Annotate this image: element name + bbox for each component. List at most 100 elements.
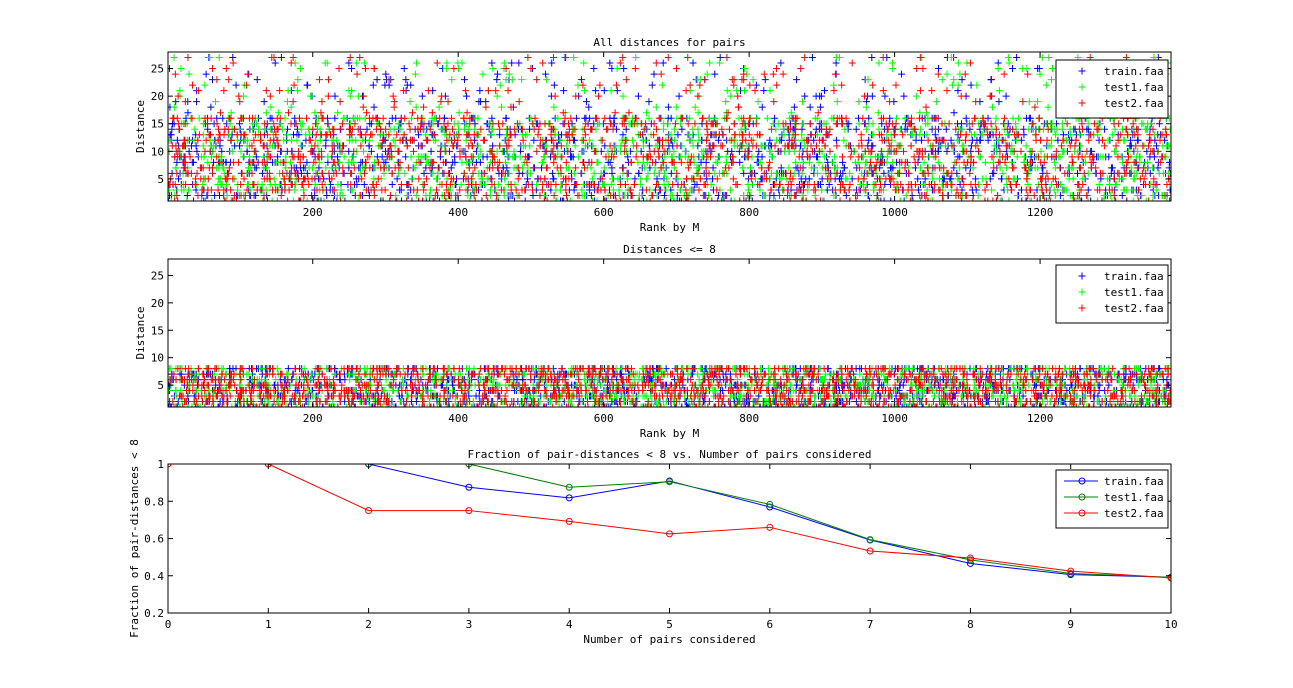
scatter-point [589, 142, 597, 150]
scatter-point [504, 87, 512, 95]
scatter-point [645, 98, 653, 106]
scatter-point [994, 65, 1002, 73]
scatter-point [869, 81, 877, 89]
scatter-point [338, 147, 346, 155]
scatter-point [1142, 403, 1150, 407]
scatter-point [191, 125, 199, 133]
scatter-point [1131, 131, 1139, 139]
scatter-point [607, 403, 615, 407]
scatter-point [881, 92, 889, 100]
scatter-point [895, 186, 903, 194]
scatter-point [958, 175, 966, 183]
scatter-point [245, 153, 253, 161]
scatter-point [173, 403, 181, 407]
scatter-point [549, 175, 557, 183]
scatter-point [769, 153, 777, 161]
scatter-point [775, 147, 783, 155]
scatter-point [721, 403, 729, 407]
scatter-point [924, 197, 932, 201]
scatter-point [1039, 191, 1047, 199]
scatter-point [187, 142, 195, 150]
scatter-point [221, 125, 229, 133]
scatter-point [630, 180, 638, 188]
scatter-point [578, 186, 586, 194]
scatter-point [738, 76, 746, 84]
scatter-point [1110, 175, 1118, 183]
scatter-point [560, 197, 568, 201]
scatter-point [1028, 147, 1036, 155]
scatter-point [908, 131, 916, 139]
scatter-point [916, 147, 924, 155]
scatter-point [798, 197, 806, 201]
scatter-point [593, 114, 601, 122]
scatter-point [207, 103, 215, 111]
scatter-point [653, 175, 661, 183]
scatter-point [920, 158, 928, 166]
scatter-point [1159, 142, 1167, 150]
scatter-point [918, 153, 926, 161]
scatter-point [395, 164, 403, 172]
scatter-point [226, 114, 234, 122]
scatter-point [682, 87, 690, 95]
scatter-point [986, 92, 994, 100]
scatter-point [731, 197, 739, 201]
scatter-point [602, 153, 610, 161]
scatter-point [931, 164, 939, 172]
scatter-point [674, 175, 682, 183]
scatter-point [1000, 120, 1008, 128]
scatter-point [868, 147, 876, 155]
scatter-point [1063, 186, 1071, 194]
scatter-point [988, 153, 996, 161]
scatter-point [741, 147, 749, 155]
scatter-point [364, 153, 372, 161]
scatter-point [672, 103, 680, 111]
scatter-point [324, 120, 332, 128]
scatter-point [914, 175, 922, 183]
scatter-point [337, 186, 345, 194]
scatter-point [767, 186, 775, 194]
scatter-point [198, 153, 206, 161]
scatter-point [195, 131, 203, 139]
scatter-point [248, 169, 256, 177]
scatter-point [694, 169, 702, 177]
scatter-point [1042, 175, 1050, 183]
scatter-point [793, 76, 801, 84]
scatter-point [916, 114, 924, 122]
scatter-point [382, 70, 390, 78]
scatter-point [303, 169, 311, 177]
scatter-point [455, 131, 463, 139]
legend-entry-label: test2.faa [1104, 97, 1164, 110]
scatter-point [968, 186, 976, 194]
scatter-point [1085, 136, 1093, 144]
scatter-point [189, 81, 197, 89]
scatter-point [1043, 153, 1051, 161]
scatter-point [1111, 125, 1119, 133]
scatter-point [1025, 98, 1033, 106]
scatter-point [642, 186, 650, 194]
scatter-point [846, 197, 854, 201]
scatter-point [320, 197, 328, 201]
scatter-point [546, 120, 554, 128]
scatter-point [758, 153, 766, 161]
scatter-point [234, 186, 242, 194]
scatter-point [919, 180, 927, 188]
scatter-point [697, 158, 705, 166]
scatter-point [562, 158, 570, 166]
scatter-point [358, 175, 366, 183]
scatter-point [527, 65, 535, 73]
scatter-point [846, 180, 854, 188]
scatter-point [248, 142, 256, 150]
scatter-point [307, 92, 315, 100]
scatter-point [835, 54, 843, 62]
scatter-point [600, 87, 608, 95]
scatter-point [773, 136, 781, 144]
scatter-point [289, 98, 297, 106]
scatter-point [1011, 131, 1019, 139]
scatter-point [439, 158, 447, 166]
scatter-point [418, 92, 426, 100]
scatter-point [709, 164, 717, 172]
scatter-point [406, 98, 414, 106]
scatter-point [907, 142, 915, 150]
scatter-point [770, 197, 778, 201]
scatter-point [701, 76, 709, 84]
